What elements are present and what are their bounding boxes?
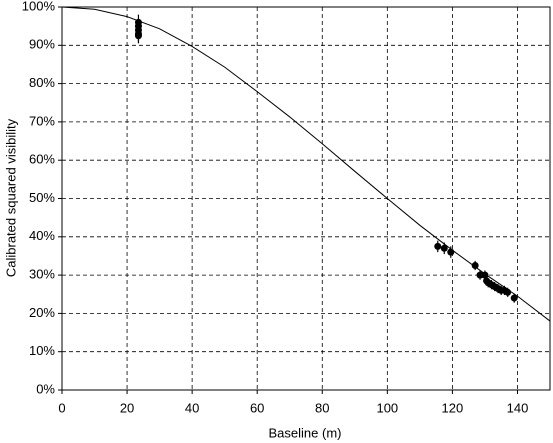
y-tick-label: 100% (22, 0, 56, 13)
data-point (434, 242, 442, 250)
data-point (504, 288, 512, 296)
x-tick-label: 120 (442, 400, 464, 415)
x-tick-label: 80 (315, 400, 329, 415)
model-curve (61, 6, 551, 322)
data-point (476, 271, 484, 279)
y-tick-label: 40% (29, 228, 55, 243)
x-tick-label: 140 (507, 400, 529, 415)
y-tick-label: 70% (29, 113, 55, 128)
x-axis-label: Baseline (m) (269, 425, 342, 440)
x-tick-label: 40 (185, 400, 199, 415)
x-tick-label: 100 (376, 400, 398, 415)
x-tick-label: 20 (120, 400, 134, 415)
y-tick-label: 50% (29, 190, 55, 205)
y-tick-label: 90% (29, 37, 55, 52)
y-tick-label: 60% (29, 152, 55, 167)
data-point (471, 262, 479, 270)
y-tick-label: 10% (29, 343, 55, 358)
data-point (134, 32, 142, 40)
data-point (440, 244, 448, 252)
y-tick-label: 30% (29, 267, 55, 282)
data-point (510, 294, 518, 302)
x-tick-label: 60 (250, 400, 264, 415)
y-axis-label: Calibrated squared visibility (3, 118, 18, 277)
y-tick-label: 0% (36, 381, 55, 396)
data-point (447, 248, 455, 256)
x-tick-label: 0 (58, 400, 65, 415)
y-tick-label: 20% (29, 305, 55, 320)
plot-border (61, 6, 551, 391)
y-tick-label: 80% (29, 75, 55, 90)
